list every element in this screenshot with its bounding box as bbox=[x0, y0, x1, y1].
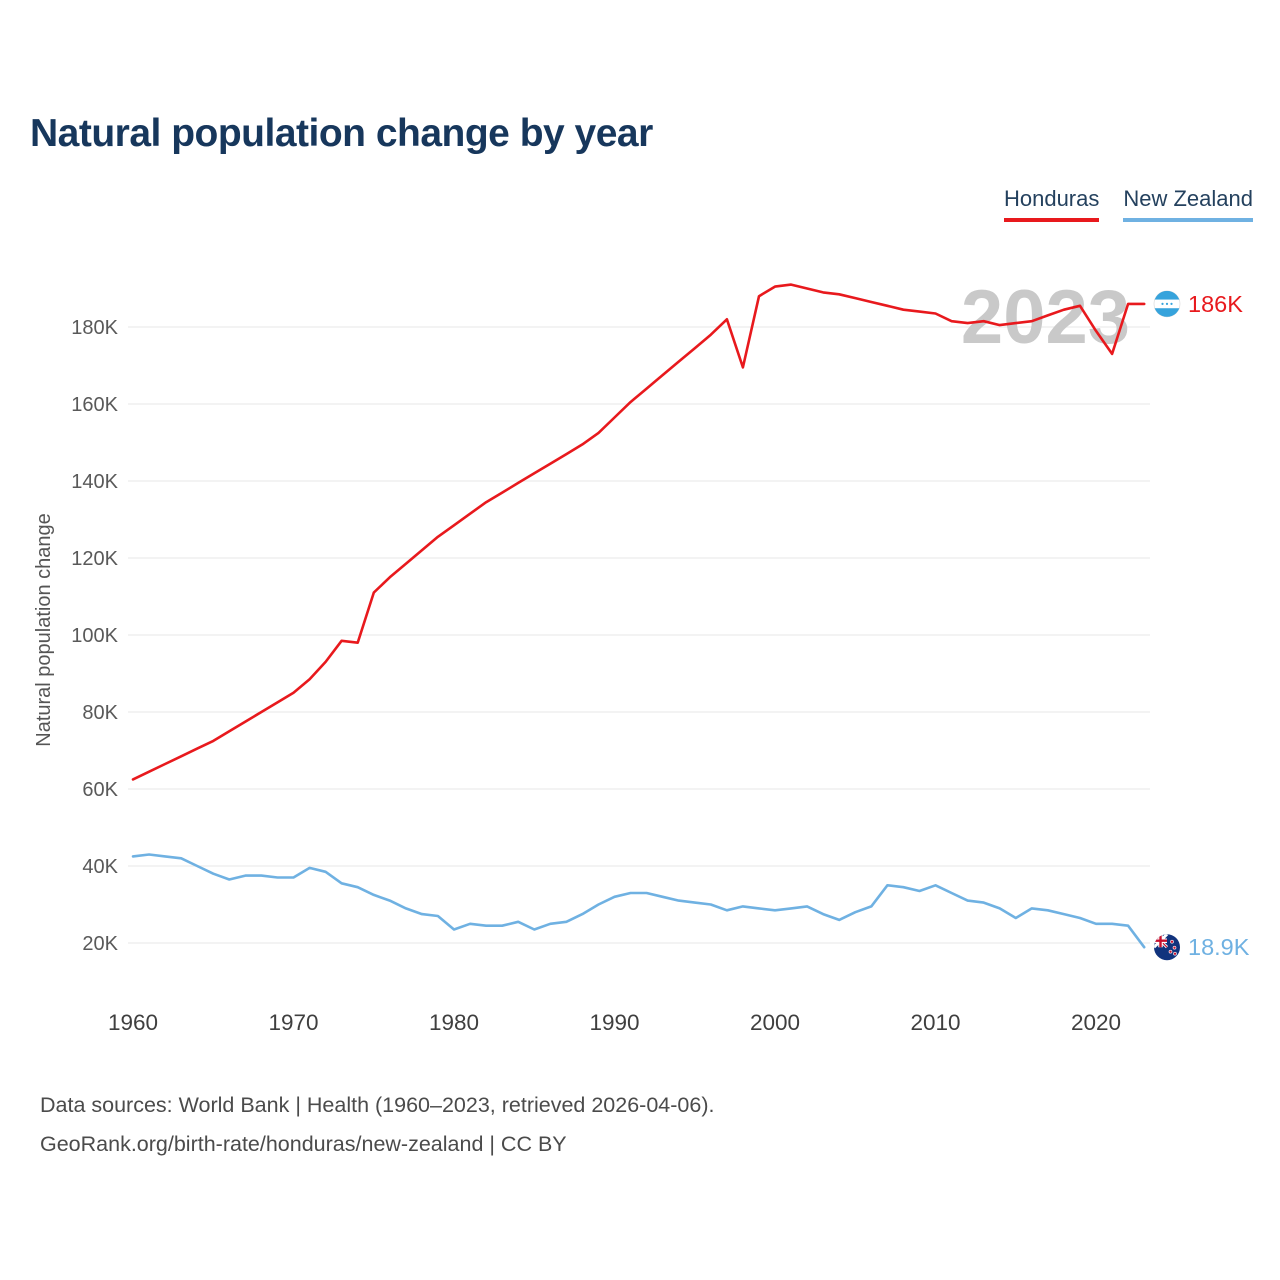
y-tick-label: 80K bbox=[82, 702, 118, 724]
x-tick-label: 1970 bbox=[268, 1010, 318, 1035]
new-zealand-flag-icon bbox=[1154, 934, 1180, 961]
y-tick-label: 180K bbox=[71, 317, 118, 339]
x-tick-label: 2000 bbox=[750, 1010, 800, 1035]
new-zealand-end-label: 18.9K bbox=[1188, 934, 1250, 960]
x-tick-label: 2010 bbox=[910, 1010, 960, 1035]
chart-svg: 20K 40K 60K 80K 100K 120K 140K 160K 180K 1960 1970… bbox=[33, 275, 1250, 1035]
data-sources-line: Data sources: World Bank | Health (1960–… bbox=[40, 1093, 715, 1117]
legend: Honduras New Zealand bbox=[1003, 186, 1253, 222]
y-tick-label: 160K bbox=[71, 394, 118, 416]
y-tick-label: 40K bbox=[82, 856, 118, 878]
attribution-line: GeoRank.org/birth-rate/honduras/new-zeal… bbox=[40, 1132, 567, 1156]
y-tick-label: 120K bbox=[71, 548, 118, 570]
honduras-end-label: 186K bbox=[1188, 291, 1243, 317]
legend-item-honduras[interactable]: Honduras bbox=[1003, 186, 1100, 222]
y-tick-label: 100K bbox=[71, 625, 118, 647]
honduras-line[interactable] bbox=[131, 283, 1146, 781]
x-tick-label: 1960 bbox=[108, 1010, 158, 1035]
y-tick-label: 60K bbox=[82, 779, 118, 801]
x-tick-label: 1980 bbox=[429, 1010, 479, 1035]
x-tick-label: 1990 bbox=[589, 1010, 639, 1035]
y-axis-title: Natural population change bbox=[33, 513, 55, 747]
page-title: Natural population change by year bbox=[30, 112, 653, 155]
x-tick-label: 2020 bbox=[1071, 1010, 1121, 1035]
y-tick-label: 140K bbox=[71, 471, 118, 493]
y-tick-label: 20K bbox=[82, 933, 118, 955]
chart-footer: Data sources: World Bank | Health (1960–… bbox=[40, 1086, 714, 1164]
new-zealand-line[interactable] bbox=[131, 853, 1146, 949]
honduras-flag-icon bbox=[1153, 290, 1181, 318]
legend-item-new-zealand[interactable]: New Zealand bbox=[1123, 186, 1253, 222]
